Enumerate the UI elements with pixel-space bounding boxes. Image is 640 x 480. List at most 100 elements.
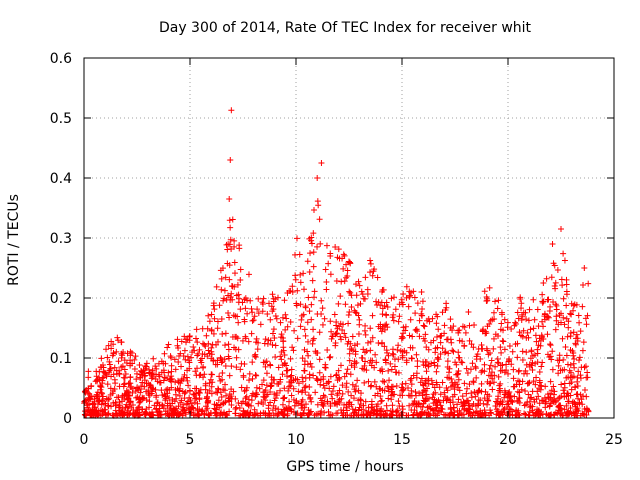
data-point bbox=[169, 400, 176, 407]
data-point bbox=[182, 356, 189, 363]
data-point bbox=[488, 357, 495, 364]
data-point bbox=[302, 303, 309, 310]
data-point bbox=[172, 366, 179, 373]
data-point bbox=[486, 284, 493, 291]
data-point bbox=[98, 355, 105, 362]
data-point bbox=[99, 377, 106, 384]
data-point bbox=[399, 406, 406, 413]
data-point bbox=[450, 348, 457, 355]
data-point bbox=[174, 342, 181, 349]
data-point bbox=[154, 399, 161, 406]
data-point bbox=[219, 265, 226, 272]
data-point bbox=[547, 342, 554, 349]
data-point bbox=[289, 344, 296, 351]
data-point bbox=[253, 410, 260, 417]
data-point bbox=[343, 401, 350, 408]
data-point bbox=[544, 313, 551, 320]
data-point bbox=[570, 360, 577, 367]
data-point bbox=[345, 320, 352, 327]
data-point bbox=[307, 360, 314, 367]
data-point bbox=[287, 382, 294, 389]
data-point bbox=[90, 412, 97, 419]
data-point bbox=[419, 389, 426, 396]
data-point bbox=[368, 401, 375, 408]
data-point bbox=[262, 412, 269, 419]
data-point bbox=[538, 363, 545, 370]
data-point bbox=[143, 410, 150, 417]
data-point bbox=[223, 411, 230, 418]
data-point bbox=[248, 330, 255, 337]
data-point bbox=[486, 365, 493, 372]
data-point bbox=[546, 403, 553, 410]
data-point bbox=[187, 406, 194, 413]
data-point bbox=[354, 340, 361, 347]
data-point bbox=[137, 389, 144, 396]
data-point bbox=[472, 365, 479, 372]
data-point bbox=[361, 327, 368, 334]
data-point bbox=[487, 362, 494, 369]
data-point bbox=[322, 361, 329, 368]
data-point bbox=[394, 346, 401, 353]
data-point bbox=[416, 333, 423, 340]
data-point bbox=[213, 341, 220, 348]
data-point bbox=[291, 327, 298, 334]
data-point bbox=[245, 401, 252, 408]
data-point bbox=[314, 243, 321, 250]
data-point bbox=[234, 335, 241, 342]
data-point bbox=[563, 302, 570, 309]
data-point bbox=[306, 383, 313, 390]
data-point bbox=[284, 373, 291, 380]
data-point bbox=[226, 196, 233, 202]
data-point bbox=[146, 392, 153, 399]
data-point bbox=[412, 388, 419, 395]
data-point bbox=[278, 349, 285, 356]
data-point bbox=[229, 296, 236, 303]
data-point bbox=[86, 394, 93, 401]
data-point bbox=[156, 408, 163, 415]
data-point bbox=[481, 288, 488, 295]
data-point bbox=[107, 385, 114, 392]
data-point bbox=[228, 363, 235, 370]
data-point bbox=[287, 318, 294, 325]
data-point bbox=[242, 305, 249, 312]
data-point bbox=[286, 287, 293, 294]
data-point bbox=[228, 402, 235, 409]
data-point bbox=[400, 385, 407, 392]
data-point bbox=[207, 376, 214, 383]
data-point bbox=[228, 386, 235, 393]
data-point bbox=[441, 349, 448, 356]
data-point bbox=[580, 339, 587, 346]
data-point bbox=[308, 234, 315, 241]
data-point bbox=[204, 353, 211, 360]
data-point bbox=[570, 329, 577, 336]
data-point bbox=[291, 402, 298, 409]
data-point bbox=[519, 333, 526, 340]
data-point bbox=[139, 406, 146, 413]
data-point bbox=[237, 366, 244, 373]
data-point bbox=[210, 302, 217, 309]
data-point bbox=[411, 294, 418, 301]
data-point bbox=[433, 404, 440, 411]
data-point bbox=[235, 400, 242, 407]
data-point bbox=[441, 389, 448, 396]
data-point bbox=[274, 294, 281, 301]
data-point bbox=[343, 261, 350, 268]
data-point bbox=[418, 412, 425, 419]
data-point bbox=[580, 411, 587, 418]
data-point bbox=[490, 345, 497, 352]
data-point bbox=[221, 287, 228, 294]
data-point bbox=[493, 406, 500, 413]
data-point bbox=[296, 251, 303, 258]
data-point bbox=[171, 356, 178, 363]
data-point bbox=[298, 389, 305, 396]
data-point bbox=[501, 394, 508, 401]
data-point bbox=[389, 388, 396, 395]
data-point bbox=[186, 365, 193, 372]
data-point bbox=[295, 380, 302, 387]
data-point bbox=[226, 314, 233, 321]
data-point bbox=[384, 411, 391, 418]
data-point bbox=[435, 408, 442, 415]
data-point bbox=[330, 383, 337, 390]
data-point bbox=[568, 311, 575, 318]
